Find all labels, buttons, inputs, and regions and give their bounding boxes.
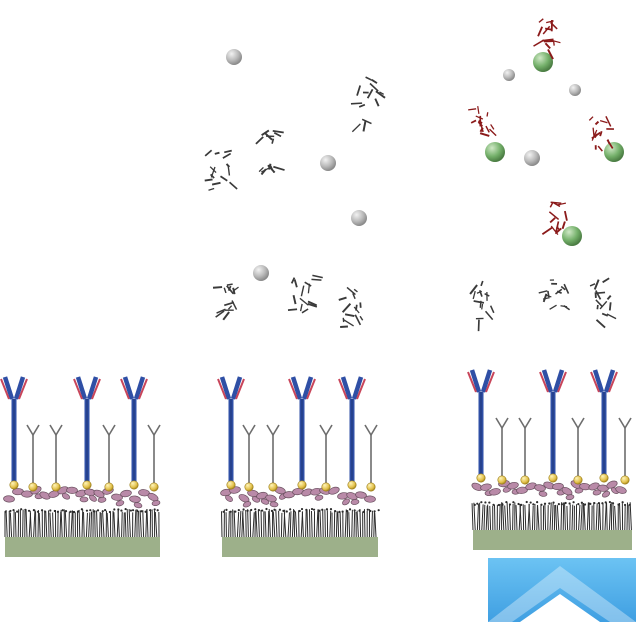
substrate-layer bbox=[222, 537, 378, 557]
capture-antibody bbox=[539, 369, 567, 480]
gold-bead bbox=[149, 482, 159, 492]
gold-bead bbox=[548, 473, 558, 483]
light-prism bbox=[488, 558, 636, 622]
gold-bead bbox=[28, 482, 38, 492]
gold-bead bbox=[244, 482, 254, 492]
small-antibody bbox=[618, 417, 632, 482]
capture-antibody bbox=[73, 376, 101, 487]
labeled-probe-sphere bbox=[533, 52, 553, 72]
gold-bead bbox=[9, 480, 19, 490]
gold-bead bbox=[620, 475, 630, 485]
labeled-probe-sphere bbox=[562, 226, 582, 246]
panel-labeled-detection bbox=[467, 18, 636, 622]
small-antibody bbox=[518, 417, 532, 482]
small-antibody bbox=[49, 424, 63, 489]
labeled-probe-fiber bbox=[468, 106, 497, 137]
free-sphere bbox=[253, 265, 269, 281]
gold-bead bbox=[226, 480, 236, 490]
small-antibody bbox=[26, 424, 40, 489]
small-antibody bbox=[266, 424, 280, 489]
gold-bead bbox=[297, 480, 307, 490]
gold-bead bbox=[476, 473, 486, 483]
gold-bead bbox=[599, 473, 609, 483]
small-antibody bbox=[364, 424, 378, 489]
substrate-layer bbox=[5, 537, 160, 557]
gold-bead bbox=[573, 475, 583, 485]
captured-analyte bbox=[589, 277, 617, 329]
capture-antibody bbox=[467, 369, 495, 480]
free-analyte bbox=[204, 149, 238, 191]
linker-layer bbox=[471, 479, 627, 501]
free-analyte bbox=[255, 129, 285, 176]
captured-analyte bbox=[538, 279, 571, 311]
gold-bead bbox=[268, 482, 278, 492]
capture-antibody bbox=[217, 376, 245, 487]
panel-analyte-binding bbox=[204, 49, 386, 557]
free-sphere bbox=[569, 84, 581, 96]
polymer-brush-layer bbox=[4, 507, 160, 538]
gold-bead bbox=[497, 475, 507, 485]
small-antibody bbox=[147, 424, 161, 489]
capture-antibody bbox=[590, 369, 618, 480]
gold-bead bbox=[321, 482, 331, 492]
small-antibody bbox=[242, 424, 256, 489]
capture-antibody bbox=[120, 376, 148, 487]
gold-bead bbox=[520, 475, 530, 485]
gold-bead bbox=[51, 482, 61, 492]
labeled-probe-sphere bbox=[604, 142, 624, 162]
polymer-brush-layer bbox=[221, 507, 380, 538]
captured-analyte bbox=[212, 283, 239, 321]
gold-bead bbox=[104, 482, 114, 492]
free-sphere bbox=[503, 69, 515, 81]
captured-analyte bbox=[469, 280, 495, 332]
captured-analyte bbox=[338, 286, 364, 328]
free-sphere bbox=[320, 155, 336, 171]
gold-bead bbox=[366, 482, 376, 492]
capture-antibody bbox=[288, 376, 316, 487]
panel-capture-surface bbox=[0, 376, 161, 557]
small-antibody bbox=[102, 424, 116, 489]
labeled-probe-fiber bbox=[533, 18, 561, 60]
labeled-probe-sphere bbox=[485, 142, 505, 162]
capture-antibody bbox=[0, 376, 28, 487]
free-sphere bbox=[524, 150, 540, 166]
free-analyte bbox=[350, 76, 386, 133]
small-antibody bbox=[571, 417, 585, 482]
captured-analyte bbox=[287, 274, 323, 314]
linker-layer bbox=[220, 486, 376, 508]
polymer-brush-layer bbox=[471, 500, 632, 531]
small-antibody bbox=[319, 424, 333, 489]
free-sphere bbox=[226, 49, 242, 65]
gold-bead bbox=[129, 480, 139, 490]
linker-layer bbox=[3, 486, 161, 509]
capture-antibody bbox=[338, 376, 366, 487]
small-antibody bbox=[495, 417, 509, 482]
free-sphere bbox=[351, 210, 367, 226]
prism-highlight bbox=[488, 566, 636, 622]
gold-bead bbox=[347, 480, 357, 490]
labeled-probe-fiber bbox=[541, 201, 568, 236]
labeled-probe-fiber bbox=[588, 115, 614, 152]
gold-bead bbox=[82, 480, 92, 490]
substrate-layer bbox=[473, 530, 632, 550]
